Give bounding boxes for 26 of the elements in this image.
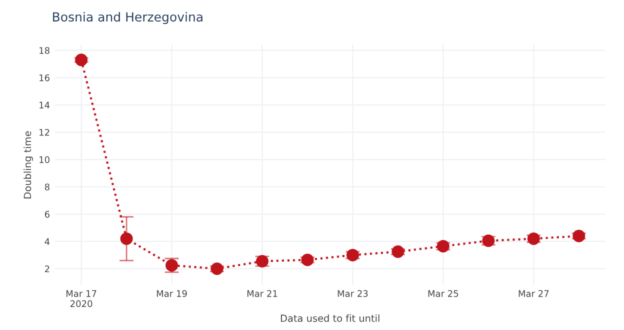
- x-axis-title: Data used to fit until: [280, 314, 380, 322]
- y-tick-label: 12: [40, 128, 50, 136]
- y-tick-label: 4: [44, 238, 50, 245]
- y-tick-label: 10: [40, 156, 50, 164]
- point: [75, 54, 88, 66]
- y-tick-label: 14: [40, 102, 50, 108]
- y-tick-label: 2: [44, 265, 50, 272]
- x-tick-label: Mar 25: [428, 290, 458, 297]
- x-tick-label: Mar 19: [156, 290, 187, 297]
- x-tick-label: Mar 21: [247, 290, 278, 297]
- point: [210, 262, 224, 275]
- y-tick-label: 18: [40, 47, 50, 54]
- point: [572, 230, 586, 242]
- chart-title: Bosnia and Herzegovina: [53, 12, 202, 24]
- y-tick-label: 16: [40, 74, 50, 82]
- y-axis-title: Doubling time: [24, 131, 34, 198]
- point: [527, 232, 540, 245]
- point: [392, 245, 404, 258]
- point: [301, 254, 314, 266]
- y-tick-label: 8: [44, 184, 50, 190]
- x-tick-label: Mar 27: [518, 290, 549, 297]
- point: [120, 232, 133, 245]
- point: [436, 240, 450, 252]
- x-tick-label: Mar 17 2020: [66, 290, 96, 308]
- y-tick-label: 6: [44, 210, 50, 218]
- x-tick-label: Mar 23: [338, 290, 368, 297]
